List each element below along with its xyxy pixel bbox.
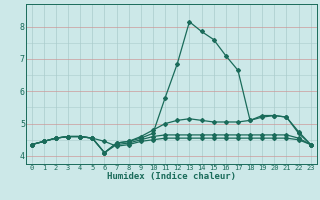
X-axis label: Humidex (Indice chaleur): Humidex (Indice chaleur) [107,172,236,181]
